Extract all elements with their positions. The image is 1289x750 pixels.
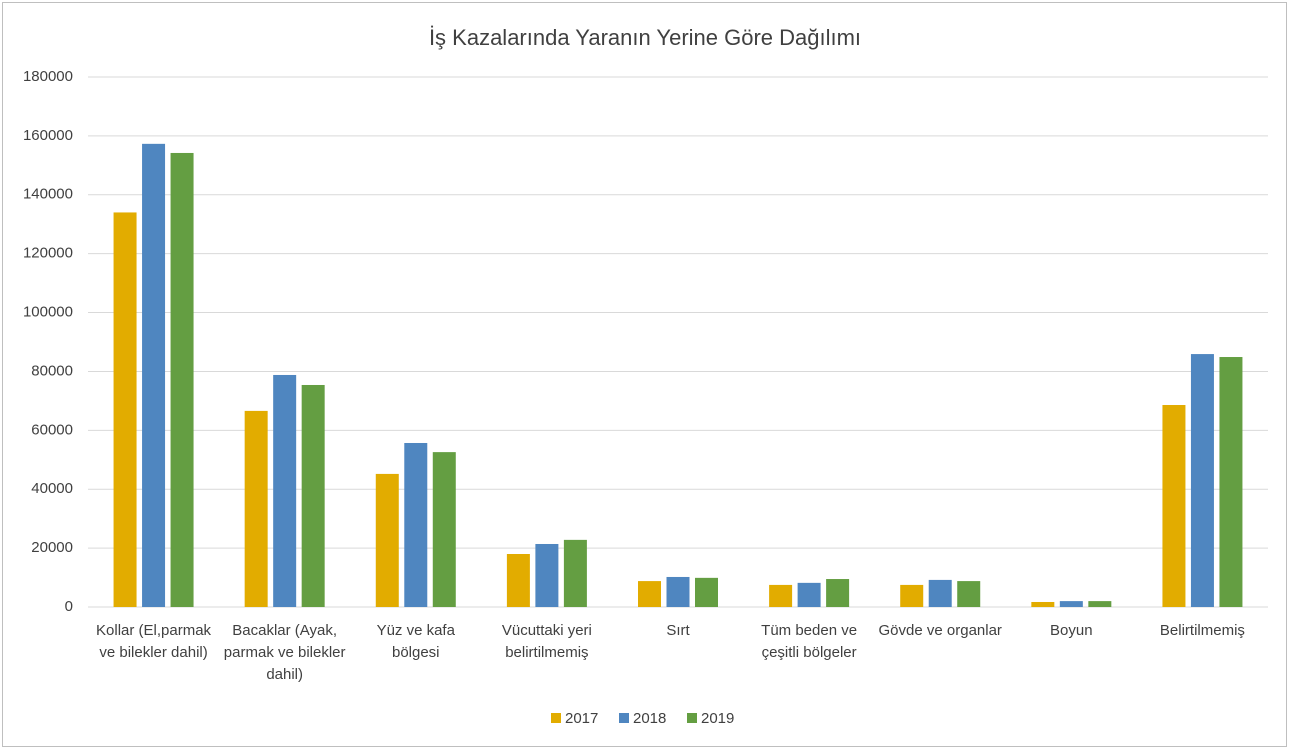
bar	[769, 584, 793, 607]
bar	[666, 576, 690, 607]
bar	[695, 577, 718, 607]
y-tick-label: 0	[65, 598, 73, 615]
y-tick-label: 40000	[31, 480, 73, 497]
bar	[142, 143, 166, 608]
y-tick-label: 20000	[31, 539, 73, 556]
y-tick-label: 100000	[23, 304, 73, 321]
legend-label: 2019	[701, 710, 734, 727]
y-tick-label: 180000	[23, 68, 73, 85]
y-tick-label: 160000	[23, 127, 73, 144]
x-tick-label: Yüz ve kafa bölgesi	[376, 622, 455, 661]
x-tick-label: Bacaklar (Ayak, parmak ve bilekler dahil…	[223, 622, 346, 683]
bar	[1088, 601, 1112, 607]
bar	[563, 539, 587, 607]
bar	[928, 579, 952, 607]
bar	[1059, 601, 1083, 607]
bar	[404, 442, 428, 607]
y-tick-label: 120000	[23, 245, 73, 262]
bar	[170, 152, 194, 607]
x-tick-label: Vücuttaki yeri belirtilmemiş	[501, 622, 592, 661]
bar	[1190, 354, 1214, 607]
x-tick-label: Kollar (El,parmak ve bilekler dahil)	[96, 622, 212, 661]
bar	[957, 581, 981, 607]
legend-swatch	[687, 713, 697, 723]
x-tick-label: Boyun	[1050, 622, 1093, 639]
bar	[432, 452, 456, 607]
legend-label: 2018	[633, 710, 666, 727]
bar	[1162, 405, 1186, 607]
x-tick-label: Belirtilmemiş	[1159, 622, 1245, 639]
bar	[113, 212, 137, 607]
bar	[797, 582, 821, 607]
bar	[638, 581, 661, 607]
bar	[273, 374, 297, 607]
bar	[244, 410, 268, 607]
bar	[535, 543, 559, 607]
bar	[301, 384, 325, 607]
legend-swatch	[551, 713, 561, 723]
y-tick-label: 140000	[23, 186, 73, 203]
bar	[1031, 601, 1055, 607]
x-tick-label: Tüm beden ve çeşitli bölgeler	[761, 622, 858, 661]
chart-title: İş Kazalarında Yaranın Yerine Göre Dağıl…	[429, 25, 861, 50]
legend-swatch	[619, 713, 629, 723]
legend-label: 2017	[565, 710, 598, 727]
x-tick-label: Gövde ve organlar	[878, 622, 1002, 639]
y-tick-label: 60000	[31, 421, 73, 438]
bar	[506, 554, 530, 607]
bar	[375, 473, 399, 607]
bar	[900, 584, 924, 607]
y-tick-label: 80000	[31, 362, 73, 379]
bar	[826, 579, 850, 607]
bar	[1219, 357, 1243, 607]
x-tick-label: Sırt	[666, 622, 690, 639]
